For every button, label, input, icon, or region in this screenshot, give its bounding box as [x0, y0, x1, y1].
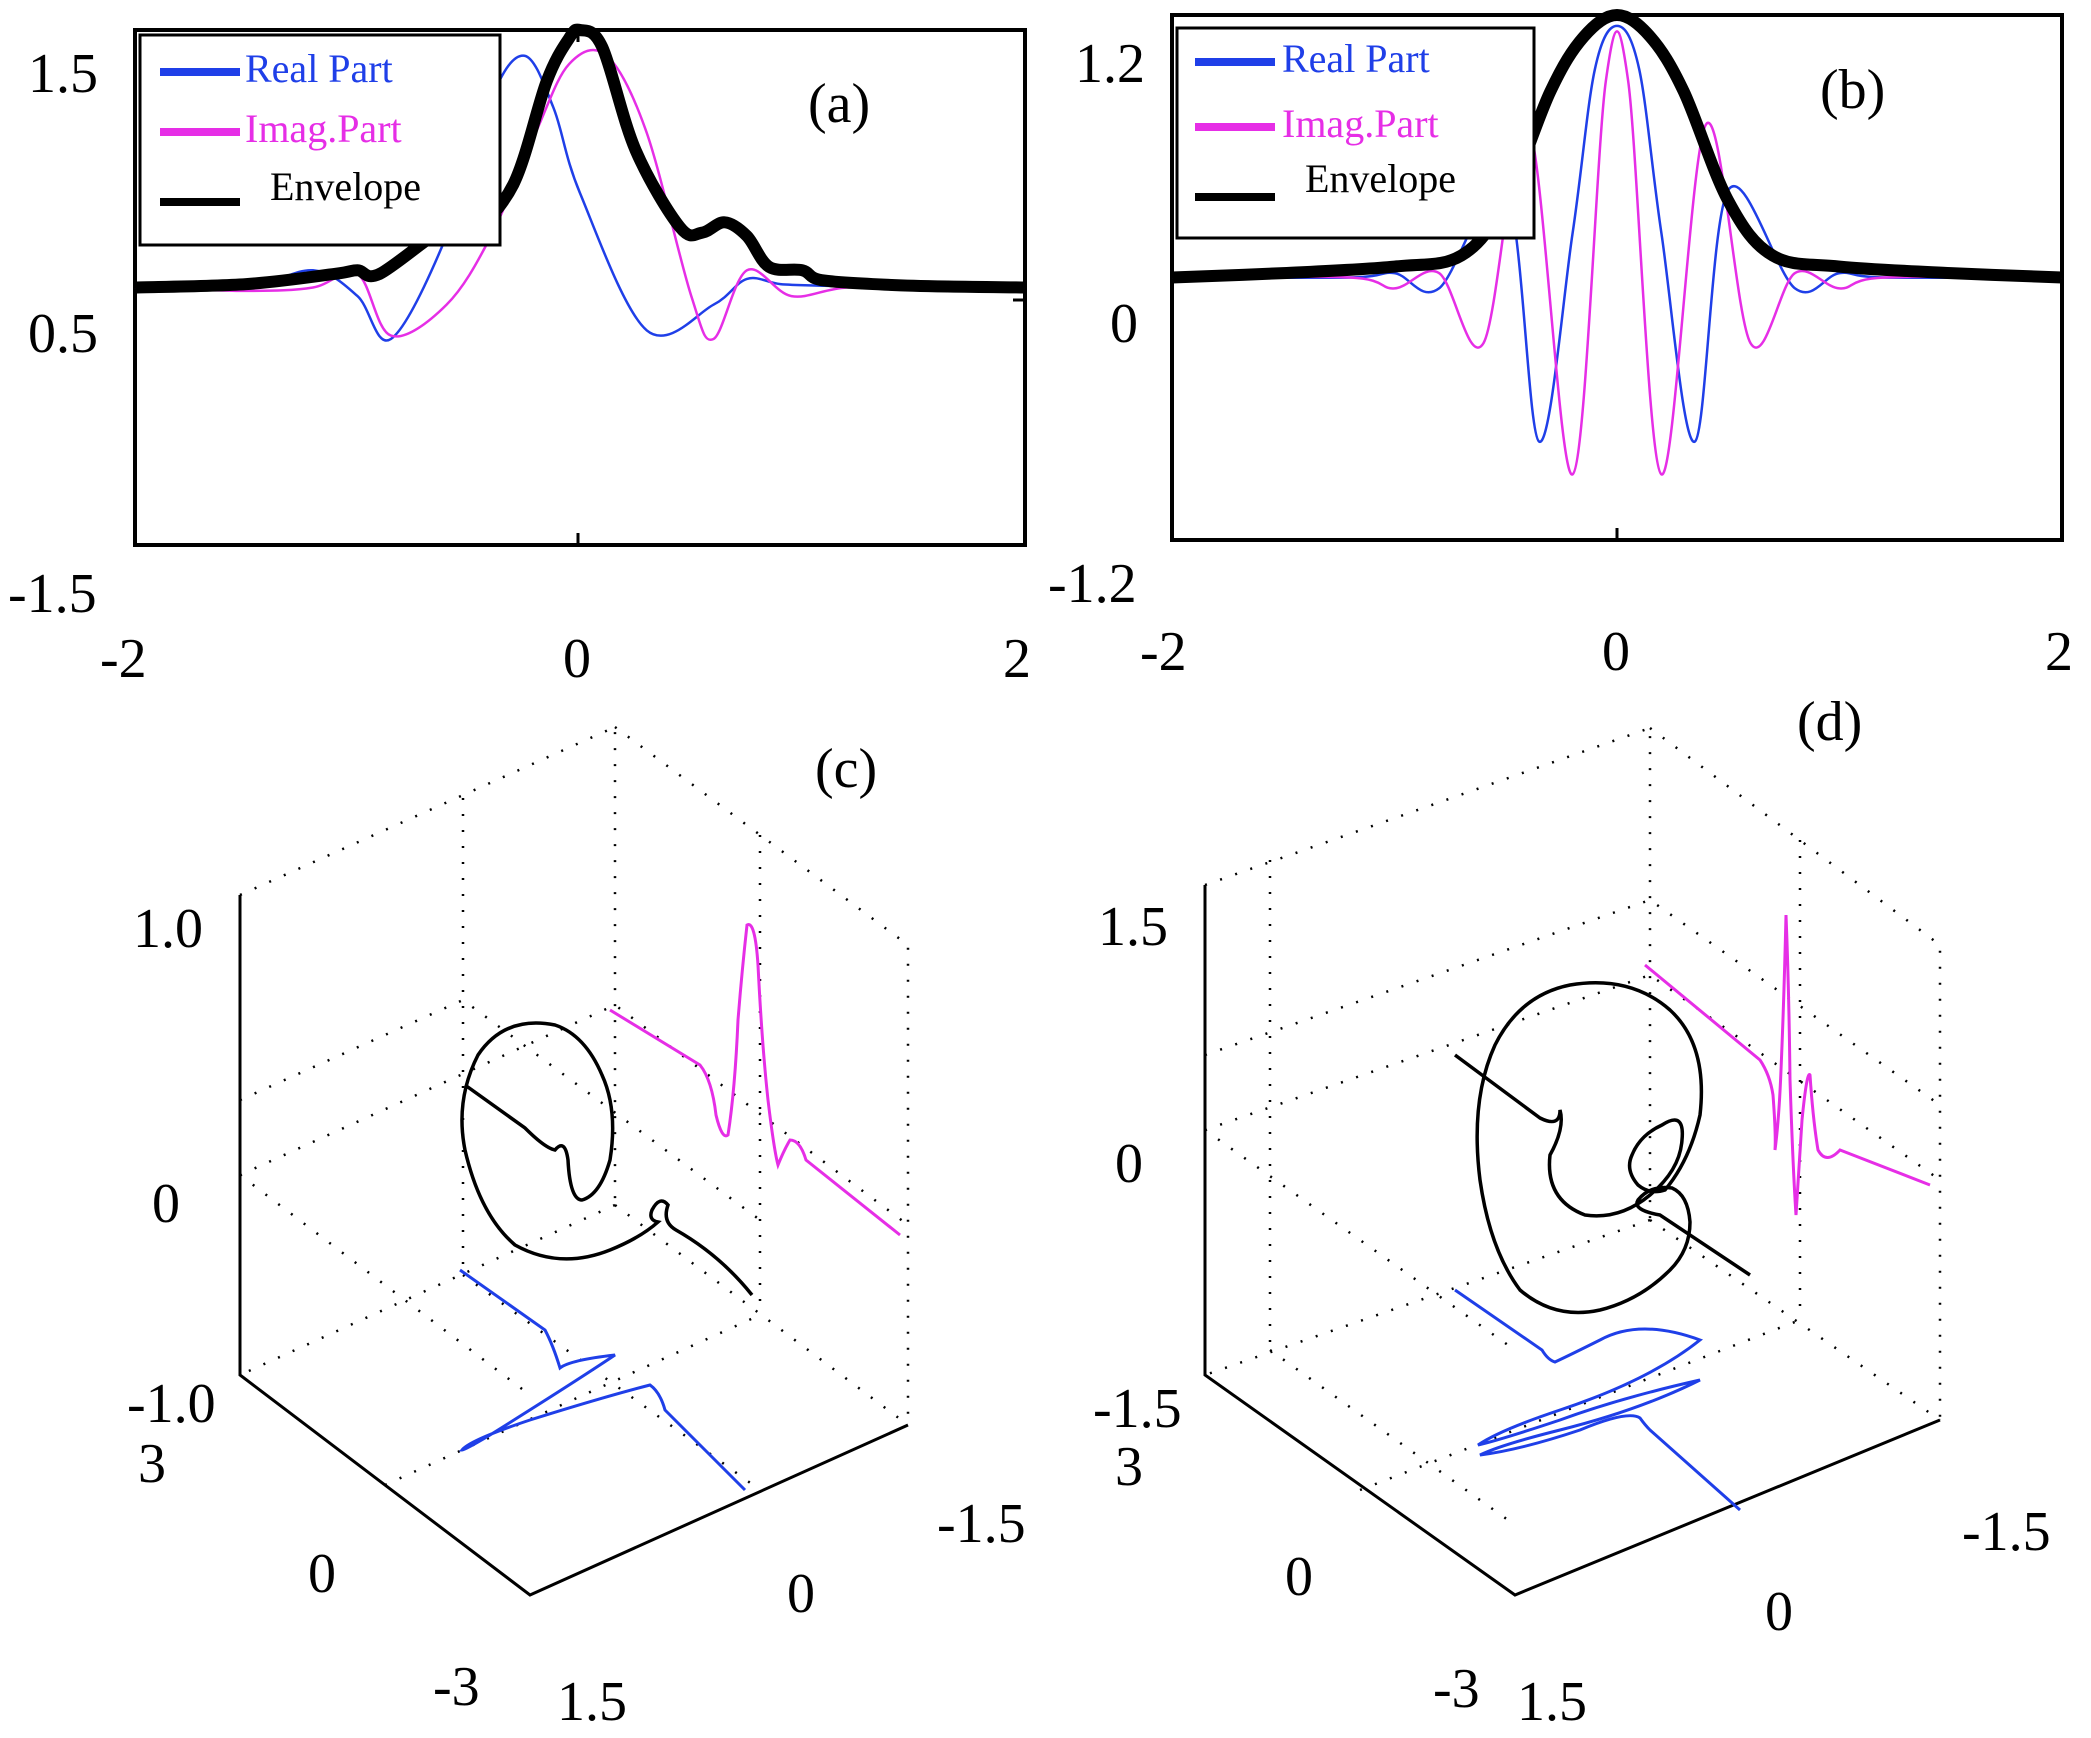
curve-c-real — [458, 1268, 747, 1492]
legend-a-imag-label: Imag.Part — [245, 106, 402, 151]
x-tick-b-right: 2 — [2045, 621, 2073, 683]
series-a-envelope — [134, 23, 1026, 294]
x-tick-b-mid: 0 — [1602, 621, 1630, 683]
x-tick-d-3: 3 — [1115, 1436, 1143, 1498]
z-tick-c-mid: 0 — [152, 1173, 180, 1235]
legend-b-imag-label: Imag.Part — [1282, 101, 1439, 146]
grid3d-d — [1204, 726, 1942, 1527]
x-tick-d-0: 0 — [1285, 1546, 1313, 1608]
legend-a-envelope-label: Envelope — [270, 164, 421, 209]
legend-a-real-label: Real Part — [245, 46, 393, 91]
curve-d-real — [1454, 1288, 1741, 1512]
y-tick-d-1.5: 1.5 — [1517, 1671, 1587, 1733]
x-tick-a-left: -2 — [100, 628, 147, 690]
legend-a — [138, 33, 502, 247]
z-tick-d-bottom: -1.5 — [1093, 1378, 1182, 1440]
axis3d-c — [238, 895, 909, 1597]
x-tick-c-neg3: -3 — [433, 1656, 480, 1718]
x-tick-b-left: -2 — [1140, 621, 1187, 683]
y-tick-c-neg1.5: -1.5 — [937, 1493, 1026, 1555]
panel-label-b: (b) — [1820, 59, 1885, 121]
y-tick-c-0: 0 — [787, 1563, 815, 1625]
grid3d-c — [239, 725, 910, 1492]
y-tick-b-mid: 0 — [1110, 293, 1138, 355]
curve-d-envelope — [1453, 981, 1751, 1315]
plot-a-series — [134, 23, 1026, 342]
y-tick-d-neg1.5: -1.5 — [1962, 1501, 2051, 1563]
panel-c: (c) 1.0 0 -1.0 3 0 -3 1.5 0 -1.5 — [127, 725, 1026, 1733]
y-tick-b-top: 1.2 — [1075, 33, 1145, 95]
panel-label-a: (a) — [808, 73, 870, 135]
plot-b-series — [1171, 9, 2063, 476]
z-tick-d-top: 1.5 — [1098, 896, 1168, 958]
z-tick-c-top: 1.0 — [133, 898, 203, 960]
y-tick-a-top: 1.5 — [28, 43, 98, 105]
axis3d-d — [1203, 885, 1941, 1597]
x-tick-d-neg3: -3 — [1433, 1658, 1480, 1720]
curve-d-imag — [1644, 914, 1931, 1216]
curve-c-imag — [609, 923, 901, 1237]
legend-b-real-label: Real Part — [1282, 36, 1430, 81]
y-tick-b-bottom: -1.2 — [1048, 553, 1137, 615]
y-tick-c-1.5: 1.5 — [557, 1671, 627, 1733]
panel-label-c: (c) — [815, 738, 877, 800]
series-b-imag-part — [1171, 30, 2063, 476]
panel-d: (d) 1.5 0 -1.5 3 0 -3 1.5 0 -1.5 — [1093, 691, 2051, 1733]
series-b-real-part — [1171, 24, 2063, 443]
x-tick-a-right: 2 — [1003, 628, 1031, 690]
series-b-envelope — [1171, 9, 2063, 284]
panel-a: Real Part Imag.Part Envelope (a) 1.5 0.5… — [8, 23, 1031, 690]
panel-label-d: (d) — [1797, 691, 1862, 753]
legend-b-envelope-label: Envelope — [1305, 156, 1456, 201]
y-tick-a-bottom: -1.5 — [8, 563, 97, 625]
x-tick-a-mid: 0 — [563, 628, 591, 690]
y-tick-a-mid: 0.5 — [28, 303, 98, 365]
z-tick-d-mid: 0 — [1115, 1133, 1143, 1195]
x-tick-c-3: 3 — [138, 1433, 166, 1495]
panel-b: Real Part Imag.Part Envelope (b) 1.2 0 -… — [1048, 9, 2073, 683]
x-tick-c-0: 0 — [308, 1543, 336, 1605]
y-tick-d-0: 0 — [1765, 1581, 1793, 1643]
curve-c-envelope — [460, 1021, 754, 1297]
z-tick-c-bottom: -1.0 — [127, 1373, 216, 1435]
